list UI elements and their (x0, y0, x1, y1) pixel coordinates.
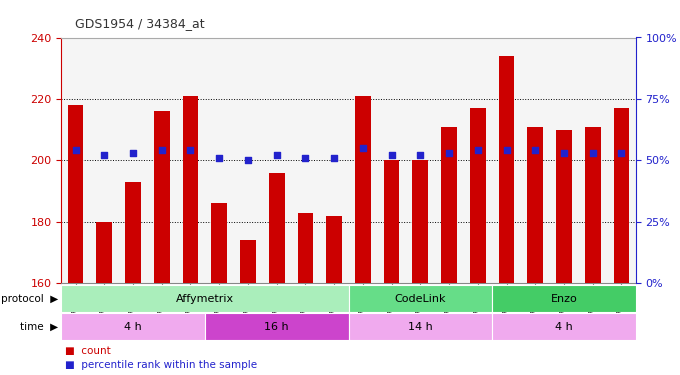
Bar (154, 111, 169, 283)
Text: GDS1954 / 34384_at: GDS1954 / 34384_at (75, 17, 205, 30)
Text: Enzo: Enzo (551, 294, 577, 303)
Bar (492, 285, 636, 312)
Bar (349, 313, 492, 340)
Text: 14 h: 14 h (408, 322, 432, 332)
Bar (492, 313, 636, 340)
Point (473, 147, 483, 153)
Bar (97, 222, 112, 283)
Bar (613, 108, 629, 283)
Bar (125, 182, 141, 283)
Point (70, 147, 81, 153)
Bar (470, 108, 486, 283)
Point (386, 152, 397, 158)
Text: 4 h: 4 h (555, 322, 573, 332)
Bar (498, 56, 514, 283)
Bar (61, 285, 349, 312)
Point (558, 150, 569, 156)
Bar (326, 216, 342, 283)
Point (588, 150, 598, 156)
Bar (183, 96, 199, 283)
Bar (528, 126, 543, 283)
Point (185, 147, 196, 153)
Bar (68, 105, 84, 283)
Bar (585, 126, 600, 283)
Point (99, 152, 109, 158)
Bar (298, 213, 313, 283)
Point (616, 150, 627, 156)
Point (530, 147, 541, 153)
Text: ■  percentile rank within the sample: ■ percentile rank within the sample (65, 360, 257, 369)
Point (156, 147, 167, 153)
Bar (240, 240, 256, 283)
Text: 4 h: 4 h (124, 322, 142, 332)
Text: ■  count: ■ count (65, 346, 110, 356)
Point (243, 158, 254, 164)
Bar (61, 313, 205, 340)
Text: CodeLink: CodeLink (394, 294, 446, 303)
Bar (441, 126, 457, 283)
Point (300, 155, 311, 161)
Point (271, 152, 282, 158)
Point (501, 147, 512, 153)
Bar (205, 313, 349, 340)
Point (358, 145, 369, 151)
Text: protocol  ▶: protocol ▶ (1, 294, 58, 303)
Bar (355, 96, 371, 283)
Bar (556, 130, 572, 283)
Bar (413, 160, 428, 283)
Point (128, 150, 139, 156)
Point (443, 150, 454, 156)
Point (415, 152, 426, 158)
Bar (211, 203, 227, 283)
Bar (269, 172, 284, 283)
Bar (384, 160, 399, 283)
Text: Affymetrix: Affymetrix (176, 294, 234, 303)
Text: time  ▶: time ▶ (20, 322, 58, 332)
Point (214, 155, 224, 161)
Point (328, 155, 339, 161)
Text: 16 h: 16 h (265, 322, 289, 332)
Bar (349, 285, 492, 312)
